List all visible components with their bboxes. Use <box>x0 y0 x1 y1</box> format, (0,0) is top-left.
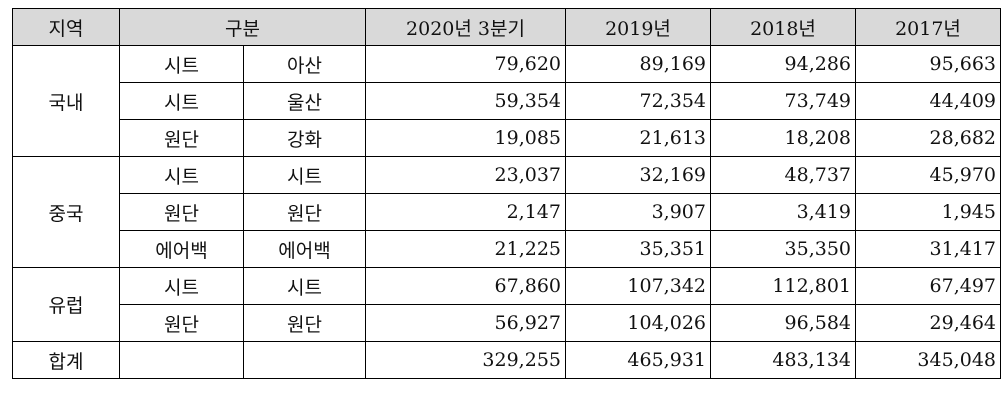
type-cell: 시트 <box>119 267 244 305</box>
type-cell: 시트 <box>119 82 244 120</box>
value-cell: 21,225 <box>365 230 566 268</box>
total-value-cell: 483,134 <box>710 341 856 379</box>
total-value-cell: 329,255 <box>365 341 566 379</box>
value-cell: 45,970 <box>855 156 1001 194</box>
site-cell: 시트 <box>243 156 366 194</box>
value-cell: 1,945 <box>855 193 1001 231</box>
value-cell: 67,860 <box>365 267 566 305</box>
region-cell: 국내 <box>12 45 120 157</box>
value-cell: 107,342 <box>565 267 711 305</box>
type-cell: 원단 <box>119 119 244 157</box>
value-cell: 3,419 <box>710 193 856 231</box>
value-cell: 112,801 <box>710 267 856 305</box>
table-row: 원단 원단 2,147 3,907 3,419 1,945 <box>13 193 1001 231</box>
table-row: 에어백 에어백 21,225 35,351 35,350 31,417 <box>13 230 1001 268</box>
header-year: 2017년 <box>855 8 1001 46</box>
empty-cell <box>243 341 366 379</box>
value-cell: 3,907 <box>565 193 711 231</box>
site-cell: 울산 <box>243 82 366 120</box>
value-cell: 44,409 <box>855 82 1001 120</box>
value-cell: 21,613 <box>565 119 711 157</box>
value-cell: 95,663 <box>855 45 1001 83</box>
value-cell: 29,464 <box>855 304 1001 342</box>
table-body: 국내 시트 아산 79,620 89,169 94,286 95,663 시트 울산 59,354… <box>12 45 1001 379</box>
sales-table: 지역 구분 2020년 3분기 2019년 2018년 2017년 국내 시트 아산… <box>12 8 1001 379</box>
table-row: 국내 시트 아산 79,620 89,169 94,286 95,663 <box>12 45 1001 157</box>
value-cell: 35,351 <box>565 230 711 268</box>
site-cell: 원단 <box>243 304 366 342</box>
site-cell: 아산 <box>243 45 366 83</box>
value-cell: 79,620 <box>365 45 566 83</box>
type-cell: 원단 <box>119 193 244 231</box>
total-row: 합계 329,255 465,931 483,134 345,048 <box>12 341 1001 379</box>
header-year: 2019년 <box>565 8 711 46</box>
value-cell: 35,350 <box>710 230 856 268</box>
value-cell: 31,417 <box>855 230 1001 268</box>
type-cell: 시트 <box>119 45 244 83</box>
table-row: 원단 강화 19,085 21,613 18,208 28,682 <box>13 119 1001 157</box>
value-cell: 23,037 <box>365 156 566 194</box>
table-row: 중국 시트 시트 23,037 32,169 48,737 45,970 <box>12 156 1001 268</box>
site-cell: 강화 <box>243 119 366 157</box>
site-cell: 에어백 <box>243 230 366 268</box>
value-cell: 94,286 <box>710 45 856 83</box>
value-cell: 72,354 <box>565 82 711 120</box>
value-cell: 19,085 <box>365 119 566 157</box>
value-cell: 28,682 <box>855 119 1001 157</box>
value-cell: 2,147 <box>365 193 566 231</box>
value-cell: 73,749 <box>710 82 856 120</box>
value-cell: 59,354 <box>365 82 566 120</box>
value-cell: 89,169 <box>565 45 711 83</box>
header-category: 구분 <box>119 8 366 46</box>
total-value-cell: 345,048 <box>855 341 1001 379</box>
header-region: 지역 <box>12 8 120 46</box>
header-year: 2018년 <box>710 8 856 46</box>
empty-cell <box>119 341 244 379</box>
value-cell: 32,169 <box>565 156 711 194</box>
total-value-cell: 465,931 <box>565 341 711 379</box>
table-row: 원단 원단 56,927 104,026 96,584 29,464 <box>13 304 1001 342</box>
value-cell: 96,584 <box>710 304 856 342</box>
table-row: 시트 울산 59,354 72,354 73,749 44,409 <box>13 82 1001 120</box>
value-cell: 18,208 <box>710 119 856 157</box>
value-cell: 104,026 <box>565 304 711 342</box>
type-cell: 원단 <box>119 304 244 342</box>
total-label: 합계 <box>12 341 120 379</box>
type-cell: 시트 <box>119 156 244 194</box>
site-cell: 원단 <box>243 193 366 231</box>
header-year: 2020년 3분기 <box>365 8 566 46</box>
table-row: 유럽 시트 시트 67,860 107,342 112,801 67,497 <box>12 267 1001 342</box>
type-cell: 에어백 <box>119 230 244 268</box>
region-cell: 중국 <box>12 156 120 268</box>
value-cell: 56,927 <box>365 304 566 342</box>
value-cell: 48,737 <box>710 156 856 194</box>
header-row: 지역 구분 2020년 3분기 2019년 2018년 2017년 <box>12 8 1001 46</box>
region-cell: 유럽 <box>12 267 120 342</box>
site-cell: 시트 <box>243 267 366 305</box>
value-cell: 67,497 <box>855 267 1001 305</box>
